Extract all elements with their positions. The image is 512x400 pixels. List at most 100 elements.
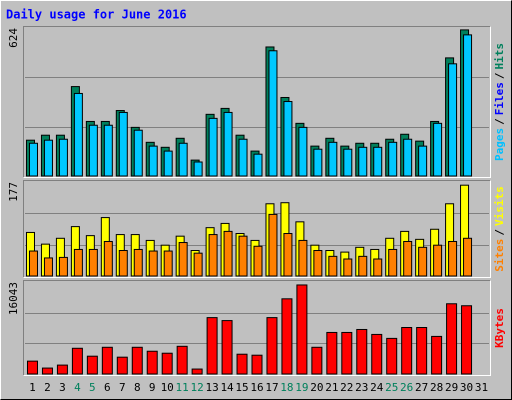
bar (146, 350, 158, 375)
x-tick-label: 14 (220, 381, 234, 394)
plot-border (23, 280, 491, 376)
x-tick-label: 13 (205, 381, 218, 394)
bar (448, 63, 458, 177)
bar (103, 240, 113, 277)
x-tick-label: 28 (430, 381, 443, 394)
axis-label-part: / (493, 72, 506, 79)
plot-border (23, 280, 491, 376)
bar (236, 353, 248, 375)
x-tick-label: 10 (161, 381, 174, 394)
x-tick-label: 16 (250, 381, 263, 394)
bar (371, 333, 383, 375)
axis-label-part: Hits (493, 43, 506, 70)
bar (103, 124, 113, 177)
bar (118, 250, 128, 277)
bar (268, 213, 278, 277)
x-tick-label: 19 (295, 381, 308, 394)
bar (88, 248, 98, 277)
bar (403, 138, 413, 177)
bar (238, 235, 248, 277)
bar (433, 244, 443, 277)
bar (358, 255, 368, 277)
bar (206, 317, 218, 375)
bar (28, 250, 38, 277)
axis-label-part: Files (493, 82, 506, 115)
bar (178, 242, 188, 277)
bar (416, 327, 428, 375)
bar (326, 331, 338, 375)
bar (433, 122, 443, 177)
x-tick-label: 25 (385, 381, 398, 394)
x-tick-label: 27 (415, 381, 428, 394)
bar (43, 257, 53, 277)
bar (223, 230, 233, 277)
x-tick-label: 5 (89, 381, 96, 394)
axis-label-part: Pages (493, 128, 506, 161)
bar (148, 250, 158, 277)
plot-border (23, 180, 491, 278)
bar (463, 237, 473, 277)
bar (178, 142, 188, 177)
x-tick-label: 20 (310, 381, 323, 394)
bar (343, 148, 353, 177)
chart-title: Daily usage for June 2016 (6, 8, 187, 22)
bar (88, 124, 98, 177)
bar (431, 335, 443, 375)
bar (191, 368, 203, 375)
plot-border (23, 26, 491, 178)
axis-label-part: Visits (493, 186, 506, 226)
bar (176, 345, 188, 375)
bar (341, 331, 353, 375)
bar (461, 305, 473, 375)
bar (388, 141, 398, 177)
bar (358, 146, 368, 177)
x-tick-label: 26 (400, 381, 413, 394)
bar (251, 354, 263, 375)
bar (253, 245, 263, 277)
bar (73, 92, 83, 177)
bar (403, 240, 413, 277)
x-tick-label: 7 (119, 381, 126, 394)
bar (28, 142, 38, 177)
bar (298, 239, 308, 277)
bar (208, 117, 218, 177)
plot-border (23, 180, 491, 278)
bar (311, 346, 323, 375)
bar (373, 258, 383, 277)
bar (298, 126, 308, 177)
bar (163, 250, 173, 277)
bar (221, 320, 233, 375)
axis-label-part: / (493, 118, 506, 125)
bar (133, 248, 143, 277)
x-tick-label: 1 (29, 381, 36, 394)
bar (373, 146, 383, 177)
bar (343, 258, 353, 277)
bar (418, 246, 428, 277)
x-tick-label: 4 (74, 381, 81, 394)
bar (386, 337, 398, 375)
bar (58, 138, 68, 177)
axis-label-part: KBytes (493, 308, 506, 348)
bar (401, 327, 413, 375)
bar (193, 252, 203, 277)
x-tick-label: 17 (265, 381, 278, 394)
x-tick-label: 31 (475, 381, 488, 394)
bar (41, 367, 53, 375)
bar (101, 346, 113, 375)
bar (446, 303, 458, 375)
bar (163, 150, 173, 177)
axis-label: Sites / Visits (493, 186, 506, 272)
axis-label-part: / (493, 229, 506, 236)
x-tick-label: 21 (325, 381, 338, 394)
bar (328, 141, 338, 177)
bar (116, 356, 128, 375)
bar (223, 111, 233, 177)
bar (148, 145, 158, 177)
x-tick-label: 9 (149, 381, 156, 394)
x-tick-label: 29 (445, 381, 458, 394)
bar (266, 317, 278, 375)
plot-border (23, 26, 491, 178)
bar (58, 256, 68, 277)
